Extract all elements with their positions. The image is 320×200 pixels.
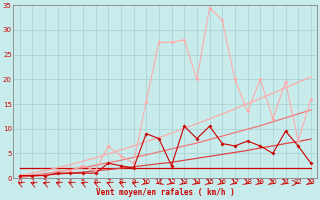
X-axis label: Vent moyen/en rafales ( km/h ): Vent moyen/en rafales ( km/h )	[96, 188, 235, 197]
